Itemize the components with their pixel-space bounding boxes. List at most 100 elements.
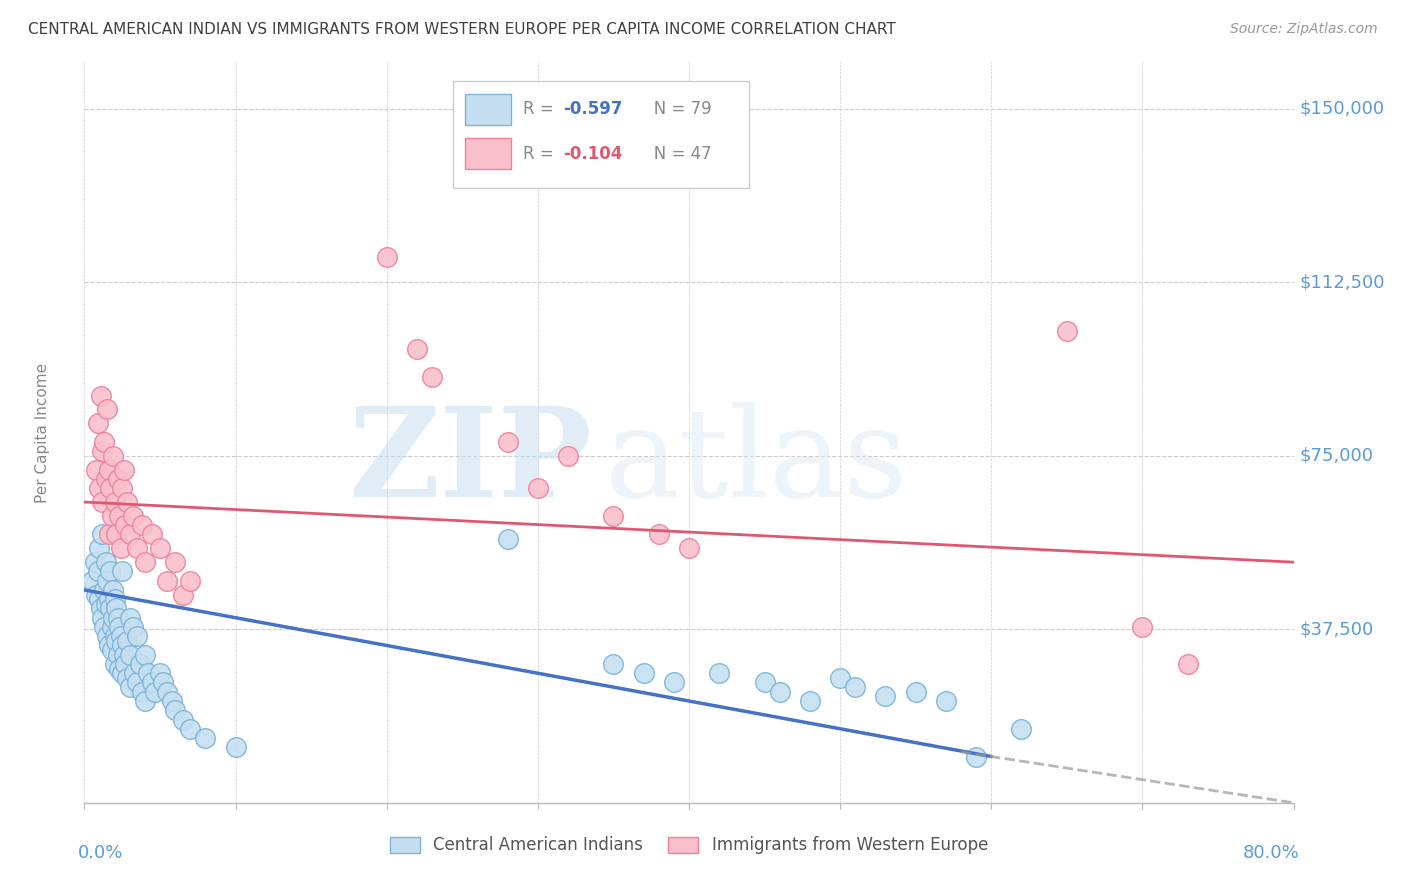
Text: Per Capita Income: Per Capita Income [35,362,49,503]
Point [754,675,776,690]
Point [97,592,120,607]
Point [136,666,159,681]
Point [496,434,519,449]
Text: CENTRAL AMERICAN INDIAN VS IMMIGRANTS FROM WESTERN EUROPE PER CAPITA INCOME CORR: CENTRAL AMERICAN INDIAN VS IMMIGRANTS FR… [28,22,896,37]
Point [105,633,128,648]
Point [98,601,121,615]
Point [602,657,624,671]
Point [141,675,163,690]
Point [107,472,129,486]
Text: Source: ZipAtlas.com: Source: ZipAtlas.com [1230,22,1378,37]
Point [93,620,115,634]
FancyBboxPatch shape [453,81,749,188]
Text: R =: R = [523,145,560,162]
Point [420,370,443,384]
Point [94,472,117,486]
Point [875,690,897,704]
Point [172,713,194,727]
Point [225,740,247,755]
Point [91,610,114,624]
Point [1056,324,1078,338]
Point [156,685,179,699]
Text: R =: R = [523,100,560,118]
Text: N = 47: N = 47 [638,145,711,162]
Point [496,532,519,546]
Text: ZIP: ZIP [349,401,592,523]
Point [633,666,655,681]
Point [111,666,134,681]
Text: $37,500: $37,500 [1299,620,1374,639]
Point [98,565,121,579]
Point [94,555,117,569]
Point [709,666,731,681]
Text: atlas: atlas [605,401,908,523]
Point [965,749,987,764]
Point [100,508,122,523]
Point [91,527,114,541]
Point [111,565,134,579]
Point [104,629,127,643]
Point [769,685,792,699]
Point [156,574,179,588]
Point [107,610,129,624]
Point [141,527,163,541]
Point [89,592,111,607]
Point [118,648,141,662]
Point [93,582,115,597]
Point [107,648,129,662]
Point [145,685,167,699]
FancyBboxPatch shape [465,94,512,125]
Point [100,620,122,634]
Point [134,648,156,662]
Point [84,555,107,569]
Point [96,629,118,643]
Point [115,495,138,509]
Point [118,527,141,541]
Point [160,694,183,708]
Point [89,481,111,495]
Point [165,555,187,569]
Point [557,449,579,463]
Point [86,462,108,476]
Point [131,518,153,533]
Point [110,541,132,556]
Point [114,518,136,533]
Point [648,527,671,541]
Point [93,434,115,449]
Point [121,620,143,634]
Text: $75,000: $75,000 [1299,447,1374,465]
Point [602,508,624,523]
Point [101,610,124,624]
Point [112,462,135,476]
Point [127,629,149,643]
Point [179,574,201,588]
Point [194,731,217,745]
Point [134,555,156,569]
Text: $150,000: $150,000 [1299,100,1385,118]
Point [406,343,429,357]
Text: -0.104: -0.104 [564,145,623,162]
Point [114,657,136,671]
Point [94,597,117,611]
Point [127,675,149,690]
Point [108,508,131,523]
Point [105,527,128,541]
Point [149,666,172,681]
Point [904,685,927,699]
Point [527,481,550,495]
Point [152,675,174,690]
FancyBboxPatch shape [465,138,512,169]
Point [131,685,153,699]
Point [104,592,127,607]
Point [97,462,120,476]
Point [96,574,118,588]
Point [108,620,131,634]
Point [108,662,131,676]
Point [844,680,866,694]
Point [121,508,143,523]
Point [118,680,141,694]
Point [91,495,114,509]
Point [799,694,821,708]
Point [172,588,194,602]
Point [662,675,685,690]
